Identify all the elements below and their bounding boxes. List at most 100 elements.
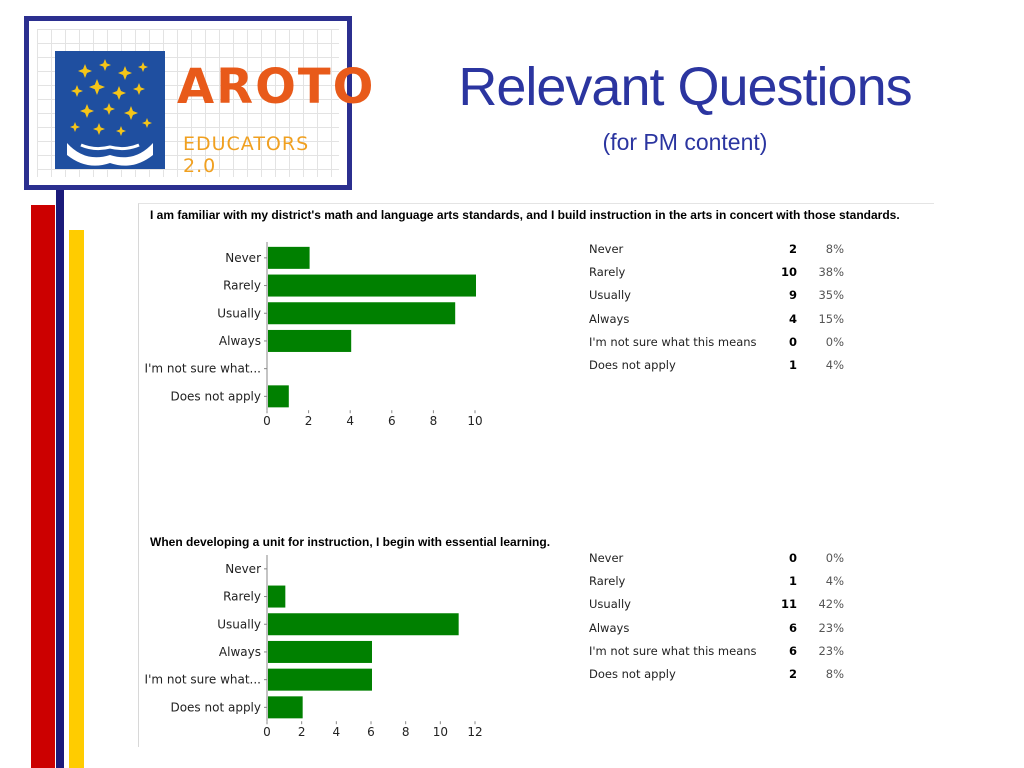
star-icon	[89, 79, 105, 95]
x-tick-label: 2	[305, 414, 313, 428]
logo-subtitle: EDUCATORS 2.0	[183, 133, 310, 177]
star-icon	[138, 62, 148, 72]
bar	[268, 385, 289, 408]
category-label: Does not apply	[170, 389, 261, 403]
stat-label: Always	[589, 311, 630, 326]
stat-count: 6	[788, 620, 797, 635]
x-tick-label: 4	[346, 414, 354, 428]
question-2-stats-table: Never 0 0% Rarely 1 4% Usually 11 42% Always 6 23% I…	[589, 550, 859, 689]
stats-row: Never 0 0%	[589, 550, 859, 573]
stat-count: 6	[788, 643, 797, 658]
bar	[268, 302, 456, 325]
logo-emblem	[55, 51, 165, 169]
question-1-bar-chart: Never Rarely Usually Always I'm not sure wha…	[145, 242, 483, 428]
stat-percent: 42%	[818, 597, 844, 612]
question-2-title: When developing a unit for instruction, …	[150, 535, 551, 549]
stat-count: 10	[780, 265, 797, 280]
logo-grid-background: AROTO EDUCATORS 2.0	[37, 29, 373, 177]
stat-label: I'm not sure what this means	[589, 334, 757, 349]
stat-percent: 4%	[825, 357, 844, 372]
stat-label: Rarely	[589, 574, 626, 589]
star-icon	[116, 126, 126, 136]
stats-row: Usually 9 35%	[589, 287, 859, 310]
x-tick-label: 2	[298, 725, 306, 739]
stat-count: 1	[788, 357, 797, 372]
stat-label: Usually	[589, 288, 631, 303]
stats-row: Does not apply 2 8%	[589, 666, 859, 689]
stats-row: Does not apply 1 4%	[589, 357, 859, 380]
stat-label: Never	[589, 551, 624, 565]
stat-count: 2	[788, 242, 797, 256]
category-label: Usually	[217, 617, 261, 631]
logo-frame: AROTO EDUCATORS 2.0	[24, 16, 373, 190]
stat-label: Never	[589, 242, 624, 256]
stat-percent: 38%	[818, 265, 844, 280]
stat-count: 1	[788, 574, 797, 589]
stat-percent: 4%	[825, 574, 844, 589]
stat-label: Does not apply	[589, 357, 676, 372]
question-1-stats-table: Never 2 8% Rarely 10 38% Usually 9 35% Always 4 15%…	[589, 241, 859, 380]
decorative-navy-stripe	[56, 188, 64, 768]
stat-label: Does not apply	[589, 666, 676, 681]
stat-percent: 0%	[825, 551, 844, 565]
question-1-title: I am familiar with my district's math an…	[150, 208, 900, 222]
stats-row: Always 6 23%	[589, 620, 859, 643]
category-label: Rarely	[223, 590, 261, 604]
x-tick-label: 4	[333, 725, 341, 739]
category-label: Does not apply	[170, 700, 261, 714]
star-icon	[78, 64, 92, 78]
stat-count: 11	[780, 597, 797, 612]
x-tick-label: 6	[367, 725, 375, 739]
category-label: I'm not sure what...	[145, 362, 261, 376]
decorative-red-stripe	[31, 205, 55, 768]
category-label: Never	[225, 562, 261, 576]
category-label: Never	[225, 251, 261, 265]
stats-row: Never 2 8%	[589, 241, 859, 264]
star-icon	[118, 66, 132, 80]
category-label: Always	[219, 645, 261, 659]
stat-count: 0	[788, 551, 797, 565]
x-tick-label: 10	[467, 414, 482, 428]
bar	[268, 696, 303, 719]
x-tick-label: 8	[430, 414, 438, 428]
bar	[268, 668, 372, 691]
stat-percent: 0%	[825, 334, 844, 349]
star-icon	[124, 106, 138, 120]
logo-wordmark: AROTO	[177, 59, 376, 115]
star-icon	[142, 118, 152, 128]
stats-row: Always 4 15%	[589, 311, 859, 334]
stars-icon	[70, 59, 152, 136]
decorative-yellow-stripe	[69, 230, 84, 768]
stat-count: 2	[788, 666, 797, 681]
category-label: Always	[219, 334, 261, 348]
x-tick-label: 8	[402, 725, 410, 739]
stat-count: 4	[788, 311, 797, 326]
star-icon	[93, 123, 105, 135]
star-icon	[99, 59, 111, 71]
x-tick-label: 0	[263, 414, 271, 428]
stat-count: 0	[788, 334, 797, 349]
question-2-bar-chart: Never Rarely Usually Always I'm not sure wha…	[145, 555, 483, 739]
hands-icon	[67, 143, 153, 166]
stat-label: Always	[589, 620, 630, 635]
bar	[268, 640, 372, 663]
stat-percent: 8%	[825, 666, 844, 681]
stat-percent: 23%	[818, 620, 844, 635]
stat-percent: 35%	[818, 288, 844, 303]
bar	[268, 329, 352, 352]
slide-subtitle: (for PM content)	[602, 129, 768, 155]
stats-row: Rarely 10 38%	[589, 264, 859, 287]
stat-count: 9	[788, 288, 797, 303]
stats-row: Usually 11 42%	[589, 596, 859, 619]
stat-percent: 15%	[818, 311, 844, 326]
category-label: I'm not sure what...	[145, 673, 261, 687]
star-icon	[70, 122, 80, 132]
stat-label: Usually	[589, 597, 631, 612]
stats-row: I'm not sure what this means 0 0%	[589, 334, 859, 357]
x-tick-label: 6	[388, 414, 396, 428]
stat-percent: 8%	[825, 242, 844, 256]
bar	[268, 274, 476, 297]
stat-label: Rarely	[589, 265, 626, 280]
stats-row: Rarely 1 4%	[589, 573, 859, 596]
x-tick-label: 10	[433, 725, 448, 739]
